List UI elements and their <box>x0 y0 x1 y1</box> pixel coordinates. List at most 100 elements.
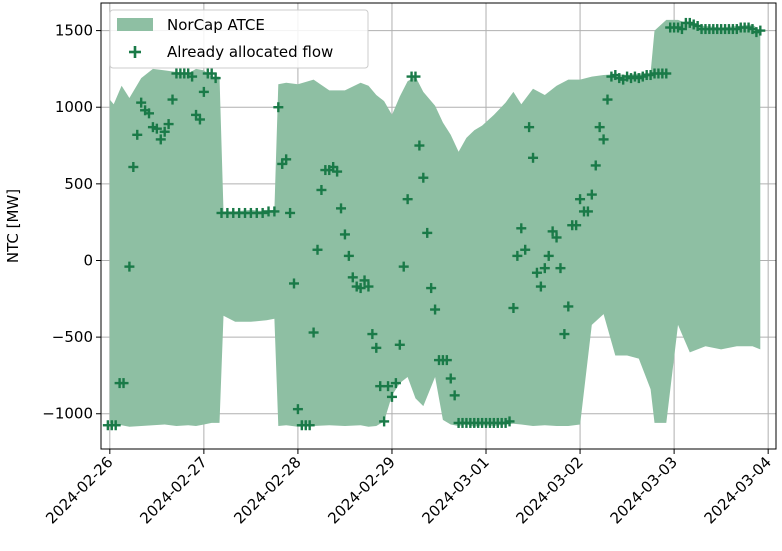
legend-frame <box>109 9 369 69</box>
scatter-point <box>285 207 296 218</box>
scatter-point <box>582 206 593 217</box>
scatter-point <box>449 390 460 401</box>
scatter-point <box>555 263 566 274</box>
scatter-point <box>281 154 292 165</box>
scatter-point <box>563 301 574 312</box>
scatter-point <box>304 420 315 431</box>
scatter-point <box>394 339 405 350</box>
y-tick-label: −1000 <box>42 405 93 423</box>
scatter-point <box>155 134 166 145</box>
scatter-point <box>151 123 162 134</box>
scatter-point <box>676 24 687 35</box>
scatter-point <box>187 71 198 82</box>
scatter-point <box>547 226 558 237</box>
scatter-point <box>402 194 413 205</box>
scatter-point <box>308 327 319 338</box>
scatter-point <box>543 250 554 261</box>
scatter-point <box>504 416 515 427</box>
scatter-point <box>516 223 527 234</box>
scatter-point <box>390 378 401 389</box>
plot-frame <box>100 2 777 450</box>
scatter-point <box>531 267 542 278</box>
scatter-point <box>110 420 121 431</box>
scatter-point <box>273 102 284 113</box>
scatter-point <box>430 304 441 315</box>
scatter-point <box>292 404 303 415</box>
legend-label-marker: Already allocated flow <box>167 43 333 61</box>
scatter-point <box>594 122 605 133</box>
scatter-point <box>124 261 135 272</box>
scatter-point <box>347 272 358 283</box>
scatter-point <box>359 275 370 286</box>
scatter-point <box>508 302 519 313</box>
scatter-point <box>144 108 155 119</box>
legend: NorCap ATCE Already allocated flow <box>109 9 369 69</box>
legend-swatch-band <box>117 18 153 31</box>
scatter-point <box>136 97 147 108</box>
scatter-point <box>441 355 452 366</box>
scatter-point <box>379 416 390 427</box>
scatter-point <box>343 250 354 261</box>
scatter-point <box>559 329 570 340</box>
scatter-point <box>288 278 299 289</box>
scatter-point <box>159 126 170 137</box>
scatter-point <box>332 166 343 177</box>
scatter-point <box>163 119 174 130</box>
scatter-point <box>167 94 178 105</box>
scatter-point <box>590 160 601 171</box>
scatter-point <box>755 25 766 36</box>
scatter-point <box>598 134 609 145</box>
scatter-point <box>210 73 221 84</box>
scatter-point <box>371 342 382 353</box>
scatter-point <box>661 68 672 79</box>
scatter-point <box>316 184 327 195</box>
scatter-point <box>194 114 205 125</box>
scatter-point <box>339 229 350 240</box>
scatter-series <box>102 17 766 431</box>
band-area <box>109 19 761 427</box>
y-tick-label: 1000 <box>55 98 93 116</box>
scatter-point <box>575 194 586 205</box>
scatter-point <box>410 71 421 82</box>
scatter-point <box>414 140 425 151</box>
scatter-point <box>524 122 535 133</box>
band-series <box>109 19 761 427</box>
scatter-point <box>445 373 456 384</box>
scatter-point <box>312 244 323 255</box>
scatter-point <box>132 129 143 140</box>
scatter-point <box>363 281 374 292</box>
scatter-point <box>128 161 139 172</box>
scatter-point <box>535 281 546 292</box>
y-axis: −1000 −500 0 500 1000 1500 <box>42 22 101 423</box>
scatter-point <box>551 232 562 243</box>
y-tick-label: 500 <box>64 175 93 193</box>
scatter-point <box>257 207 268 218</box>
scatter-point <box>422 227 433 238</box>
scatter-point <box>198 86 209 97</box>
scatter-point <box>355 283 366 294</box>
legend-label-band: NorCap ATCE <box>167 16 265 34</box>
scatter-point <box>528 152 539 163</box>
scatter-point <box>336 203 347 214</box>
y-axis-label: NTC [MW] <box>4 189 22 263</box>
scatter-point <box>520 244 531 255</box>
scatter-point <box>398 261 409 272</box>
scatter-point <box>586 189 597 200</box>
scatter-point <box>602 94 613 105</box>
scatter-point <box>418 172 429 183</box>
scatter-point <box>383 381 394 392</box>
scatter-point <box>367 329 378 340</box>
y-tick-label: −500 <box>52 328 93 346</box>
scatter-point <box>386 391 397 402</box>
scatter-point <box>539 263 550 274</box>
y-tick-label: 0 <box>83 251 93 269</box>
y-tick-label: 1500 <box>55 22 93 40</box>
scatter-point <box>426 283 437 294</box>
scatter-point <box>512 250 523 261</box>
scatter-point <box>118 378 129 389</box>
scatter-point <box>269 206 280 217</box>
legend-swatch-marker <box>129 46 141 58</box>
scatter-point <box>571 220 582 231</box>
